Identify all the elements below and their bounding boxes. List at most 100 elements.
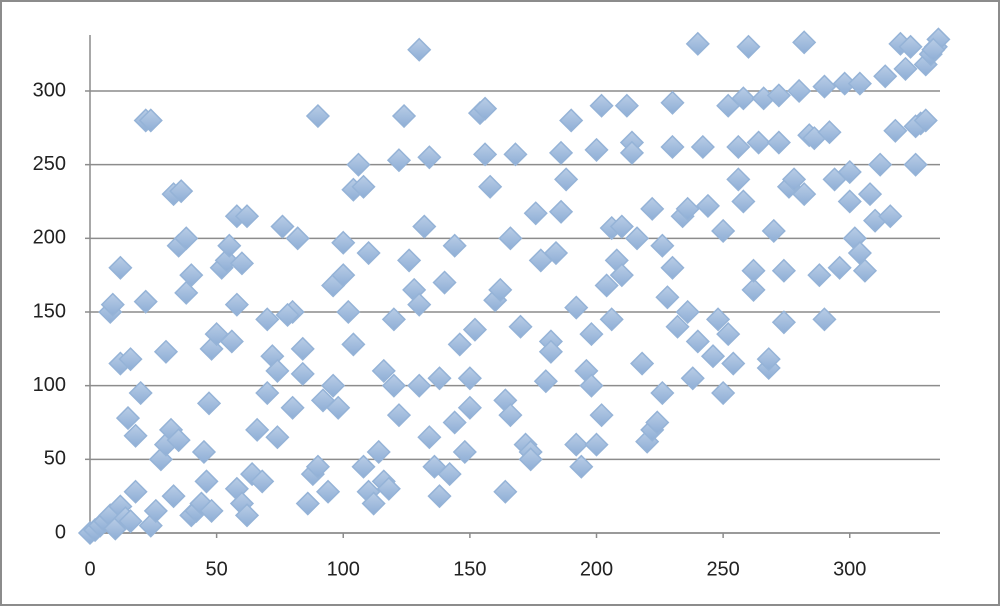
point <box>381 307 406 332</box>
y-tick-label: 250 <box>33 153 66 175</box>
point <box>161 484 186 509</box>
point <box>827 255 852 280</box>
point <box>559 108 584 133</box>
point <box>817 120 842 145</box>
point <box>756 347 781 372</box>
point <box>169 179 194 204</box>
point <box>533 369 558 394</box>
point <box>665 314 690 339</box>
point <box>407 373 432 398</box>
point <box>807 263 832 288</box>
point <box>315 479 341 504</box>
point <box>857 182 883 207</box>
point <box>675 196 700 221</box>
point <box>781 167 807 192</box>
point <box>837 189 862 214</box>
point <box>913 108 938 133</box>
point <box>523 201 548 226</box>
y-tick-label: 50 <box>44 448 66 470</box>
point <box>473 142 498 167</box>
point <box>498 226 523 251</box>
point <box>153 339 179 364</box>
point <box>295 491 320 516</box>
point <box>376 476 401 501</box>
point <box>138 108 163 133</box>
point <box>812 74 837 99</box>
point <box>214 248 239 273</box>
point <box>518 447 543 472</box>
point <box>700 344 726 369</box>
point <box>624 226 650 251</box>
point <box>174 226 199 251</box>
point <box>746 130 771 155</box>
point <box>921 37 946 62</box>
point <box>166 428 191 453</box>
point <box>462 317 488 342</box>
point <box>741 258 766 283</box>
point <box>630 351 655 376</box>
point <box>457 395 482 420</box>
point <box>771 258 796 283</box>
point <box>640 196 665 221</box>
point <box>427 484 452 509</box>
point <box>655 285 680 310</box>
point <box>766 83 791 108</box>
point <box>217 233 242 258</box>
point <box>726 167 751 192</box>
point <box>868 152 893 177</box>
point <box>442 233 467 258</box>
point <box>199 336 224 361</box>
point <box>326 395 351 420</box>
point <box>427 366 452 391</box>
point <box>386 148 412 173</box>
point <box>240 462 265 487</box>
point <box>407 37 432 62</box>
point <box>356 240 381 266</box>
point <box>741 277 766 302</box>
point <box>199 498 224 523</box>
point <box>265 358 290 383</box>
point <box>123 479 148 504</box>
point <box>852 258 878 283</box>
point <box>498 403 523 428</box>
point <box>174 280 199 305</box>
point <box>341 332 366 357</box>
point <box>706 307 731 332</box>
point <box>366 439 391 465</box>
point <box>731 86 756 111</box>
point <box>609 214 634 239</box>
point <box>290 336 315 361</box>
point <box>255 307 280 332</box>
x-tick-label: 250 <box>706 558 739 580</box>
point <box>407 292 432 317</box>
point <box>331 230 356 255</box>
point <box>538 339 563 364</box>
point <box>594 273 619 298</box>
point <box>543 240 569 266</box>
point <box>381 373 406 398</box>
point <box>108 255 133 280</box>
point <box>685 31 710 56</box>
point <box>191 439 217 465</box>
point <box>680 366 705 391</box>
point <box>219 329 244 354</box>
point <box>115 406 141 431</box>
point <box>224 292 249 317</box>
point <box>609 263 634 288</box>
point <box>589 93 614 118</box>
point <box>275 302 300 328</box>
point <box>584 137 609 162</box>
point <box>508 314 533 339</box>
point <box>143 498 168 523</box>
point <box>118 347 143 372</box>
point <box>432 270 457 295</box>
point <box>336 299 361 325</box>
point <box>761 218 786 244</box>
point <box>589 403 614 428</box>
point <box>883 118 908 143</box>
point <box>584 432 609 457</box>
point <box>792 182 817 207</box>
point <box>442 410 467 435</box>
point <box>371 358 396 383</box>
